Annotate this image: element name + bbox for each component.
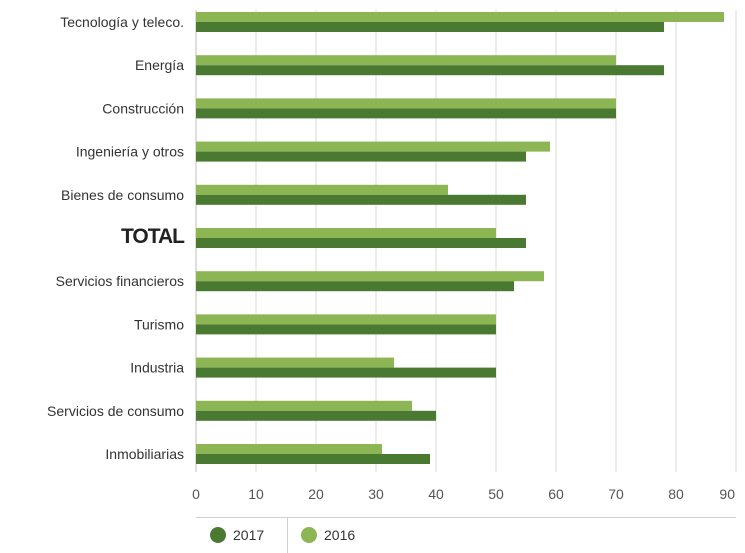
category-label: Ingeniería y otros (76, 144, 184, 160)
category-label: Tecnología y teleco. (60, 14, 184, 30)
bar-2016 (196, 184, 448, 195)
category-label: Servicios de consumo (47, 403, 184, 419)
x-tick-label: 0 (192, 486, 200, 502)
bar-2016 (196, 12, 724, 22)
x-tick-label: 90 (719, 486, 735, 502)
x-tick-label: 30 (368, 486, 384, 502)
bar-2017 (196, 65, 664, 76)
category-label: Bienes de consumo (61, 187, 184, 203)
category-labels: Tecnología y teleco. Energía Construcción I… (47, 14, 186, 462)
category-label: TOTAL (121, 225, 185, 248)
bar-chart: Tecnología y teleco. Energía Construcción I… (47, 10, 737, 502)
bar-2016 (196, 55, 616, 66)
bar-2017 (196, 194, 526, 205)
legend: 2017 2016 (196, 517, 736, 553)
category-label: Industria (130, 360, 184, 376)
legend-divider (287, 518, 288, 553)
bar-2016 (196, 271, 544, 282)
bar-2017 (196, 367, 496, 378)
legend-swatch-2016 (301, 527, 317, 543)
bar-2017 (196, 108, 616, 119)
legend-swatch-2017 (210, 527, 226, 543)
bar-2017 (196, 410, 436, 421)
bar-2017 (196, 151, 526, 162)
x-tick-label: 70 (608, 486, 624, 502)
bar-2016 (196, 444, 382, 454)
x-axis-tick-labels: 0 10 20 30 40 50 60 70 80 90 (192, 486, 735, 502)
category-label: Inmobiliarias (105, 446, 184, 462)
legend-label-2017: 2017 (233, 527, 265, 543)
x-tick-label: 80 (668, 486, 684, 502)
bar-2016 (196, 357, 394, 368)
x-tick-label: 10 (248, 486, 264, 502)
category-label: Servicios financieros (56, 273, 184, 289)
x-tick-label: 60 (548, 486, 564, 502)
bars (196, 12, 724, 464)
x-tick-label: 50 (488, 486, 504, 502)
legend-item-2017: 2017 (210, 527, 264, 543)
bar-2017 (196, 324, 496, 335)
category-label: Construcción (102, 100, 184, 116)
bar-2016 (196, 228, 496, 238)
bar-2016 (196, 400, 412, 411)
bar-2016 (196, 141, 550, 152)
bar-2016 (196, 98, 616, 109)
category-label: Energía (135, 57, 184, 73)
bar-2017 (196, 281, 514, 292)
x-tick-label: 40 (428, 486, 444, 502)
legend-item-2016: 2016 (301, 527, 355, 543)
category-label: Turismo (134, 316, 184, 332)
bar-2017 (196, 238, 526, 248)
legend-label-2016: 2016 (324, 527, 356, 543)
bar-2016 (196, 314, 496, 325)
x-tick-label: 20 (308, 486, 324, 502)
bar-2017 (196, 454, 430, 464)
bar-2017 (196, 22, 664, 32)
